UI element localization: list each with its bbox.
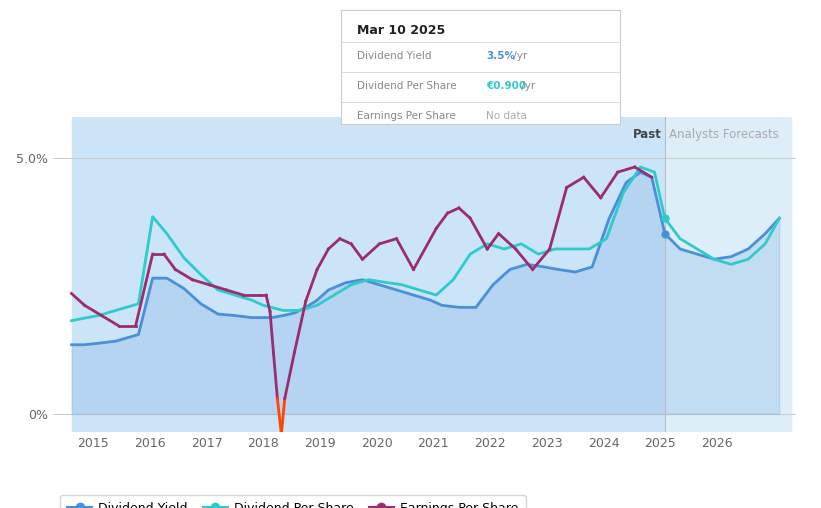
Legend: Dividend Yield, Dividend Per Share, Earnings Per Share: Dividend Yield, Dividend Per Share, Earn… (60, 495, 526, 508)
Bar (665, 117, 791, 432)
Text: Analysts Forecasts: Analysts Forecasts (669, 129, 779, 141)
Text: Dividend Per Share: Dividend Per Share (357, 81, 457, 91)
Text: /yr: /yr (510, 51, 527, 61)
Text: Mar 10 2025: Mar 10 2025 (357, 24, 446, 37)
Text: /yr: /yr (518, 81, 535, 91)
Text: €0.900: €0.900 (486, 81, 526, 91)
Text: No data: No data (486, 111, 527, 121)
Text: Earnings Per Share: Earnings Per Share (357, 111, 456, 121)
Text: Past: Past (633, 129, 662, 141)
Text: 3.5%: 3.5% (486, 51, 515, 61)
Bar (71, 117, 665, 432)
Text: Dividend Yield: Dividend Yield (357, 51, 432, 61)
